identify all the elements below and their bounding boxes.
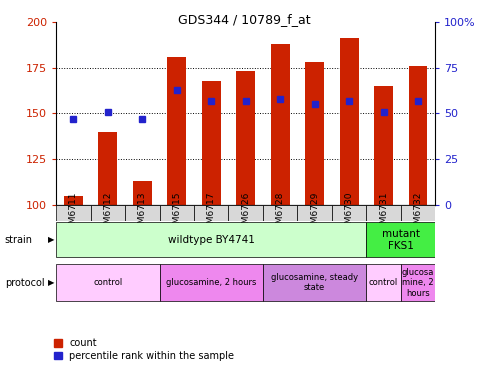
FancyBboxPatch shape: [90, 205, 125, 221]
Text: glucosa
mine, 2
hours: glucosa mine, 2 hours: [401, 268, 433, 298]
FancyBboxPatch shape: [400, 205, 434, 221]
Legend: count, percentile rank within the sample: count, percentile rank within the sample: [54, 338, 234, 361]
FancyBboxPatch shape: [366, 222, 434, 257]
Bar: [339, 38, 358, 205]
FancyBboxPatch shape: [194, 205, 228, 221]
Text: ▶: ▶: [48, 235, 55, 244]
Text: GSM6717: GSM6717: [206, 191, 215, 235]
Text: ▶: ▶: [48, 278, 55, 287]
FancyBboxPatch shape: [56, 264, 159, 301]
Text: GSM6729: GSM6729: [309, 191, 319, 235]
FancyBboxPatch shape: [331, 205, 366, 221]
Text: control: control: [93, 278, 122, 287]
FancyBboxPatch shape: [159, 205, 194, 221]
Bar: [236, 71, 255, 205]
Bar: [98, 132, 117, 205]
FancyBboxPatch shape: [366, 205, 400, 221]
Bar: [270, 44, 289, 205]
Text: GSM6730: GSM6730: [344, 191, 353, 235]
FancyBboxPatch shape: [366, 264, 400, 301]
Bar: [133, 181, 152, 205]
Text: glucosamine, 2 hours: glucosamine, 2 hours: [166, 278, 256, 287]
FancyBboxPatch shape: [56, 205, 90, 221]
Text: GSM6713: GSM6713: [138, 191, 146, 235]
FancyBboxPatch shape: [125, 205, 159, 221]
Text: GSM6715: GSM6715: [172, 191, 181, 235]
Text: GSM6712: GSM6712: [103, 191, 112, 235]
Bar: [373, 86, 392, 205]
Text: strain: strain: [5, 235, 33, 245]
FancyBboxPatch shape: [159, 264, 263, 301]
Text: GSM6726: GSM6726: [241, 191, 250, 235]
Text: protocol: protocol: [5, 278, 44, 288]
Text: mutant
FKS1: mutant FKS1: [381, 229, 419, 251]
Bar: [167, 57, 186, 205]
FancyBboxPatch shape: [263, 264, 366, 301]
Text: GDS344 / 10789_f_at: GDS344 / 10789_f_at: [178, 13, 310, 26]
Bar: [202, 81, 220, 205]
FancyBboxPatch shape: [297, 205, 331, 221]
Bar: [407, 66, 427, 205]
Text: GSM6711: GSM6711: [69, 191, 78, 235]
FancyBboxPatch shape: [263, 205, 297, 221]
FancyBboxPatch shape: [56, 222, 366, 257]
Text: GSM6731: GSM6731: [378, 191, 387, 235]
FancyBboxPatch shape: [228, 205, 263, 221]
Text: glucosamine, steady
state: glucosamine, steady state: [270, 273, 357, 292]
Text: GSM6732: GSM6732: [413, 191, 422, 235]
Bar: [305, 62, 324, 205]
FancyBboxPatch shape: [400, 264, 434, 301]
Text: GSM6728: GSM6728: [275, 191, 284, 235]
Text: control: control: [368, 278, 397, 287]
Text: wildtype BY4741: wildtype BY4741: [167, 235, 254, 245]
Bar: [64, 196, 83, 205]
